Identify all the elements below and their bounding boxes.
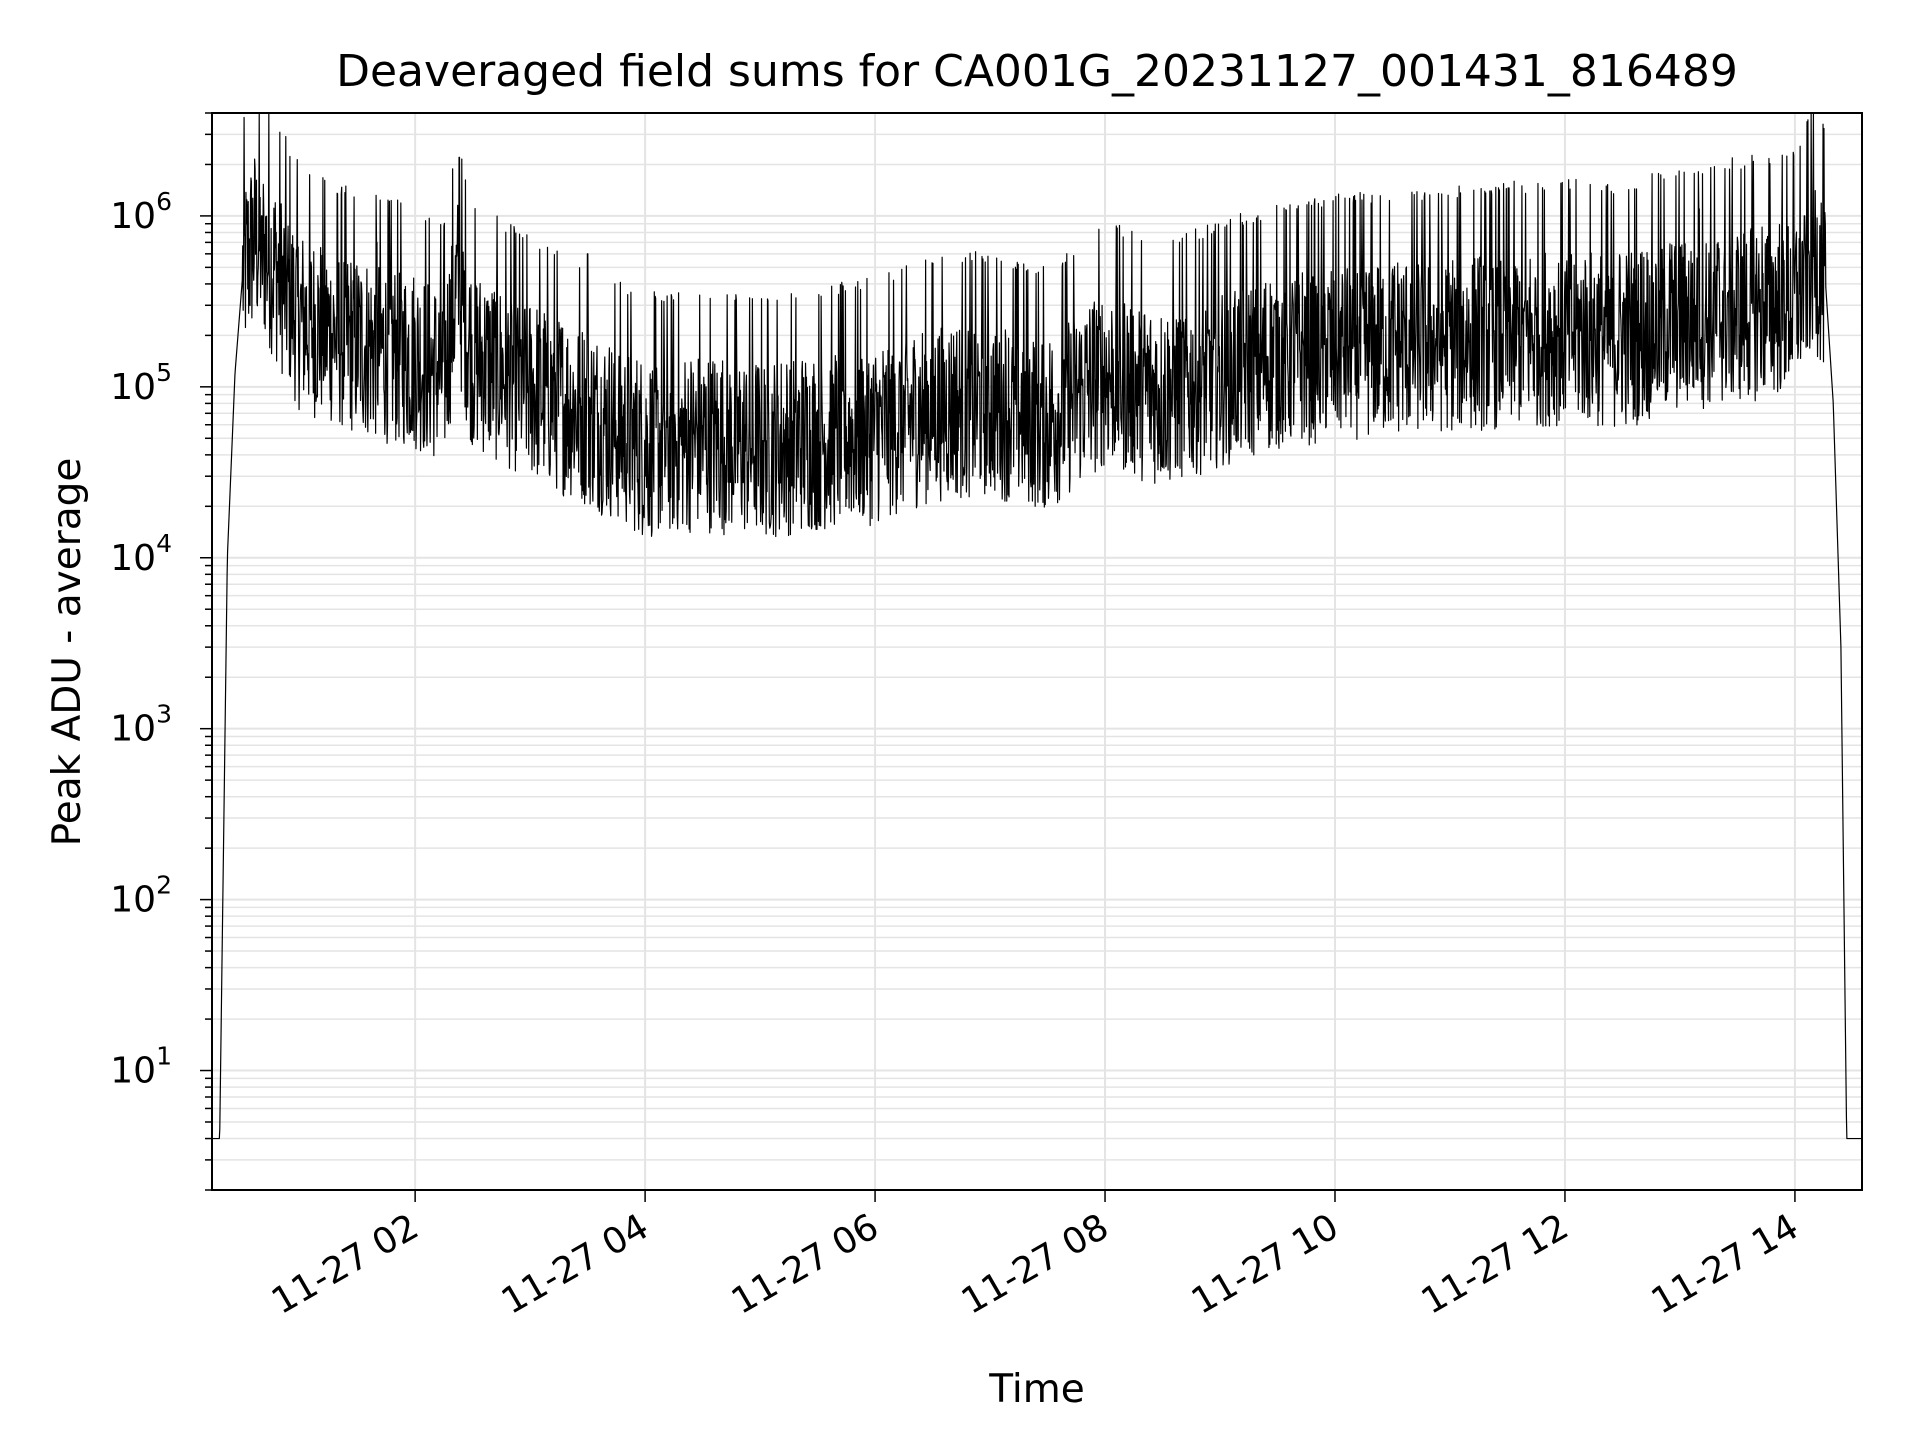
x-tick-label: 11-27 12 (1415, 1206, 1576, 1322)
x-tick-label: 11-27 14 (1645, 1206, 1806, 1322)
x-tick-label: 11-27 06 (725, 1206, 886, 1322)
x-tick-label: 11-27 10 (1185, 1206, 1346, 1322)
series-line (211, 112, 1863, 1140)
series (211, 112, 1863, 1140)
y-tick-label: 102 (110, 871, 172, 921)
y-tick-label: 104 (110, 529, 172, 579)
x-axis: 11-27 02 11-27 04 11-27 06 11-27 08 11-27 10… (265, 1190, 1805, 1323)
x-tick-label: 11-27 04 (495, 1206, 656, 1322)
y-axis-label: Peak ADU - average (45, 458, 90, 847)
x-tick-label: 11-27 02 (265, 1206, 426, 1322)
y-tick-label: 101 (110, 1042, 172, 1092)
chart-title: Deaveraged field sums for CA001G_2023112… (336, 46, 1738, 97)
y-axis: 101 102 103 104 105 106 (110, 112, 212, 1191)
plot-frame (211, 112, 1863, 1191)
y-tick-label: 105 (110, 358, 172, 408)
y-tick-label: 106 (110, 187, 172, 237)
x-tick-label: 11-27 08 (955, 1206, 1116, 1322)
y-tick-label: 103 (110, 700, 172, 750)
x-axis-label: Time (988, 1367, 1084, 1412)
